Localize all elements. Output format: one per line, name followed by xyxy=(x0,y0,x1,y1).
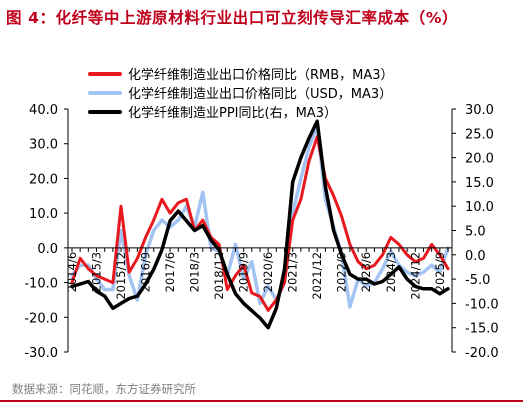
x-tick-label: 2015/12 xyxy=(114,252,128,300)
x-tick-label: 2018/3 xyxy=(188,252,202,292)
left-tick-label: -30.0 xyxy=(24,346,58,361)
x-tick-label: 2020/6 xyxy=(261,252,275,292)
right-tick-label: 10.0 xyxy=(465,200,494,215)
left-tick-label: 0.0 xyxy=(37,242,58,257)
bottom-rule xyxy=(0,400,523,402)
x-tick-label: 2022/9 xyxy=(335,252,349,292)
series-line-rmb xyxy=(70,135,450,312)
source-note: 数据来源：同花顺，东方证券研究所 xyxy=(12,382,196,396)
right-tick-label: 30.0 xyxy=(465,103,494,118)
x-tick-label: 2021/12 xyxy=(310,252,324,300)
x-tick-label: 2019/9 xyxy=(237,252,251,292)
legend-label: 化学纤维制造业出口价格同比（USD，MA3） xyxy=(128,86,392,102)
legend-label: 化学纤维制造业PPI同比(右，MA3） xyxy=(128,105,337,121)
right-tick-label: 25.0 xyxy=(465,127,494,142)
x-tick-label: 2023/6 xyxy=(359,252,373,292)
left-tick-label: 30.0 xyxy=(29,138,58,153)
left-tick-label: 20.0 xyxy=(29,172,58,187)
series-line-ppi xyxy=(70,119,450,330)
right-tick-label: -15.0 xyxy=(465,322,499,337)
x-tick-label: 2016/9 xyxy=(139,252,153,292)
right-tick-label: -10.0 xyxy=(465,297,499,312)
legend-label: 化学纤维制造业出口价格同比（RMB，MA3） xyxy=(128,67,394,83)
left-tick-label: 10.0 xyxy=(29,207,58,222)
x-tick-label: 2024/3 xyxy=(384,252,398,292)
left-tick-label: -10.0 xyxy=(24,277,58,292)
right-tick-label: -5.0 xyxy=(465,273,490,288)
right-tick-label: 5.0 xyxy=(465,225,486,240)
x-tick-label: 2018/12 xyxy=(212,252,226,300)
x-tick-label: 2017/6 xyxy=(163,252,177,292)
left-tick-label: 40.0 xyxy=(29,103,58,118)
right-tick-label: -20.0 xyxy=(465,346,499,361)
chart-title: 图 4：化纤等中上游原材料行业出口可立刻传导汇率成本（%） xyxy=(6,9,459,27)
right-tick-label: 0.0 xyxy=(465,249,486,264)
left-tick-label: -20.0 xyxy=(24,311,58,326)
x-tick-label: 2025/9 xyxy=(433,252,447,292)
x-tick-label: 2021/3 xyxy=(286,252,300,292)
series-line-usd xyxy=(70,124,450,309)
x-tick-label: 2014/6 xyxy=(65,252,79,292)
right-tick-label: 15.0 xyxy=(465,176,494,191)
x-tick-label: 2015/3 xyxy=(90,252,104,292)
right-tick-label: 20.0 xyxy=(465,152,494,167)
x-tick-label: 2024/12 xyxy=(408,252,422,300)
